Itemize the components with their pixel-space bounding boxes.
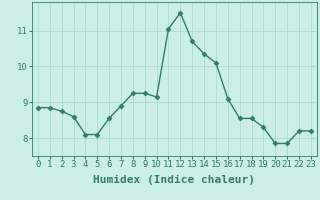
X-axis label: Humidex (Indice chaleur): Humidex (Indice chaleur) bbox=[93, 175, 255, 185]
